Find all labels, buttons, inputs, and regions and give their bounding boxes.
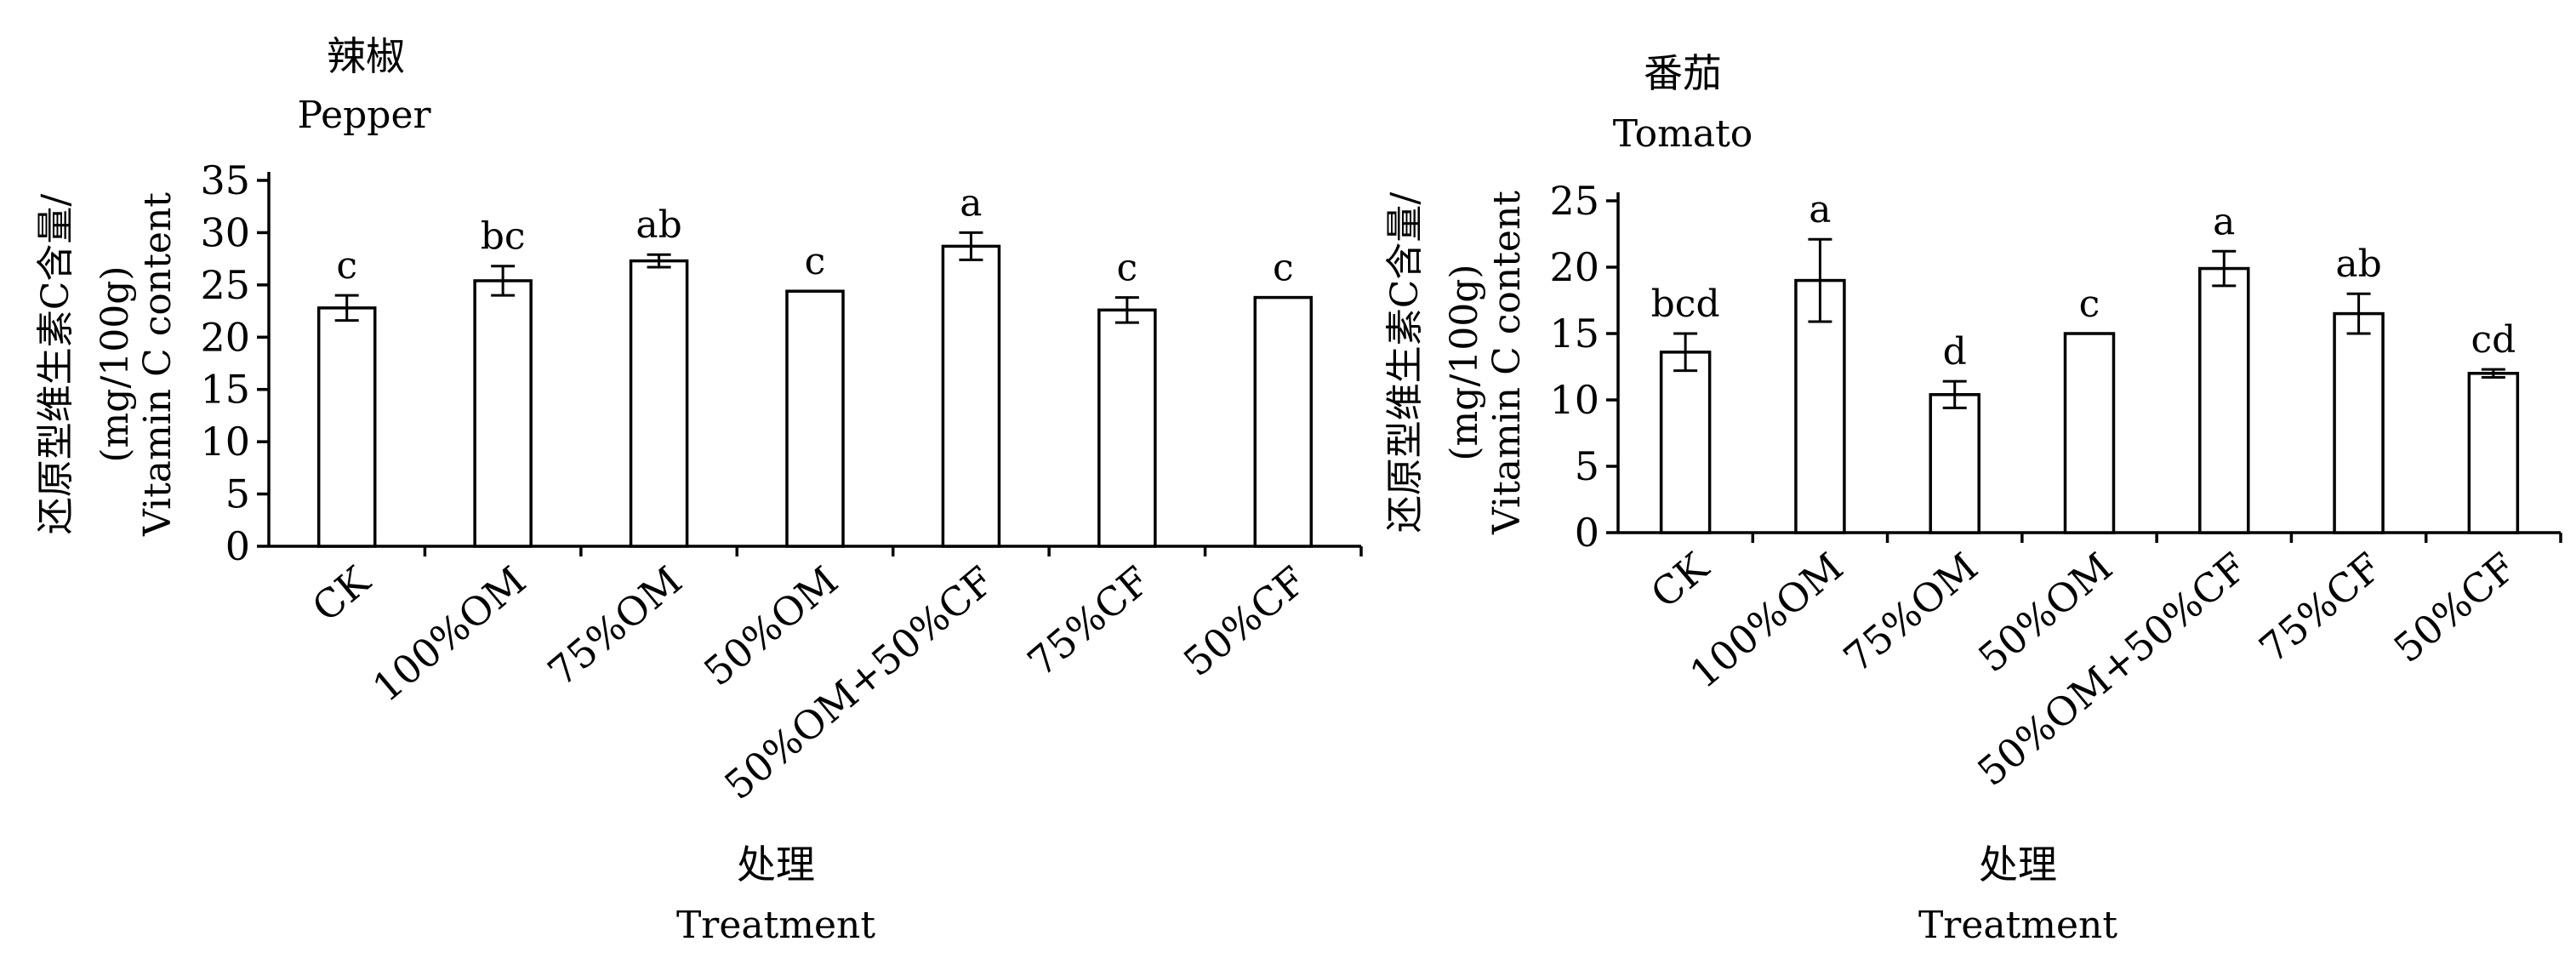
x-tick-label: 100%OM xyxy=(364,557,534,710)
bar xyxy=(785,289,845,548)
bar xyxy=(1097,308,1157,548)
x-axis-label-en: Treatment xyxy=(1918,904,2117,947)
x-axis-label: 处理 xyxy=(737,842,815,887)
x-tick-label: 75%CF xyxy=(1018,557,1158,685)
y-tick-label: 0 xyxy=(225,523,250,569)
x-tick-label: 50%OM+50%CF xyxy=(715,557,1002,808)
significance-letter: bc xyxy=(481,215,526,259)
y-axis-label-line: 还原型维生素C含量/ xyxy=(1383,192,1427,534)
x-axis-label-en: Treatment xyxy=(676,904,875,947)
x-tick-label: 75%OM xyxy=(539,557,691,695)
significance-letter: bcd xyxy=(1651,282,1720,326)
significance-letter: d xyxy=(1943,330,1967,374)
significance-letter: ab xyxy=(635,203,681,247)
x-tick-label: CK xyxy=(304,556,379,630)
y-tick-label: 15 xyxy=(200,367,250,413)
y-tick-label: 5 xyxy=(225,471,250,517)
y-axis-label-line: Vitamin C content xyxy=(1485,191,1529,535)
bar xyxy=(1253,295,1314,548)
y-tick-label: 25 xyxy=(200,262,250,308)
x-tick-label: 50%CF xyxy=(1175,557,1314,685)
bar xyxy=(316,306,377,548)
significance-letter: ab xyxy=(2335,242,2381,286)
chart-subtitle: Pepper xyxy=(297,94,431,137)
bar xyxy=(629,259,689,548)
y-tick-label: 5 xyxy=(1575,443,1599,489)
tomato-chart: 番茄 Tomato 还原型维生素C含量/ (mg/100g) Vitamin C con… xyxy=(1383,50,2562,947)
bar xyxy=(473,279,533,548)
y-tick-label: 10 xyxy=(1549,377,1599,423)
significance-letter: c xyxy=(1117,247,1138,290)
x-axis-label: 处理 xyxy=(1979,842,2057,887)
bar xyxy=(2467,372,2520,534)
bar xyxy=(1659,351,1712,534)
y-tick-label: 20 xyxy=(1549,244,1599,290)
y-tick-label: 35 xyxy=(200,157,250,203)
significance-letter: a xyxy=(1809,188,1831,231)
chart-title: 辣椒 xyxy=(327,33,405,79)
x-tick-label: 75%CF xyxy=(2250,544,2390,671)
y-tick-label: 30 xyxy=(200,209,250,255)
bar xyxy=(2333,311,2385,534)
y-tick-label: 20 xyxy=(200,314,250,360)
bar xyxy=(2063,332,2116,534)
bar xyxy=(2198,266,2250,534)
bar xyxy=(1929,393,1980,534)
significance-letter: c xyxy=(336,244,357,288)
y-axis-label-line: 还原型维生素C含量/ xyxy=(34,194,77,535)
significance-letter: c xyxy=(805,240,826,283)
x-tick-label: 50%CF xyxy=(2385,544,2524,671)
significance-letter: cd xyxy=(2471,318,2516,362)
y-tick-label: 15 xyxy=(1549,311,1599,357)
significance-letter: a xyxy=(2213,200,2235,243)
y-tick-label: 0 xyxy=(1575,510,1599,556)
chart-subtitle: Tomato xyxy=(1613,112,1753,156)
y-axis-label-line: (mg/100g) xyxy=(1443,264,1486,460)
y-axis-label-line: Vitamin C content xyxy=(136,192,180,537)
y-tick-label: 10 xyxy=(200,419,250,465)
x-tick-label: 50%OM xyxy=(695,557,846,695)
significance-letter: c xyxy=(2079,282,2100,326)
x-tick-label: 75%OM xyxy=(1835,544,1986,682)
chart-title: 番茄 xyxy=(1644,50,1722,96)
significance-letter: a xyxy=(960,181,982,225)
significance-letter: c xyxy=(1273,247,1294,290)
x-tick-label: CK xyxy=(1642,543,1718,617)
y-tick-label: 25 xyxy=(1549,178,1599,224)
bar xyxy=(941,244,1001,548)
y-axis-label-line: (mg/100g) xyxy=(94,265,137,462)
pepper-chart: 辣椒 Pepper 还原型维生素C含量/ (mg/100g) Vitamin C con… xyxy=(34,33,1363,947)
